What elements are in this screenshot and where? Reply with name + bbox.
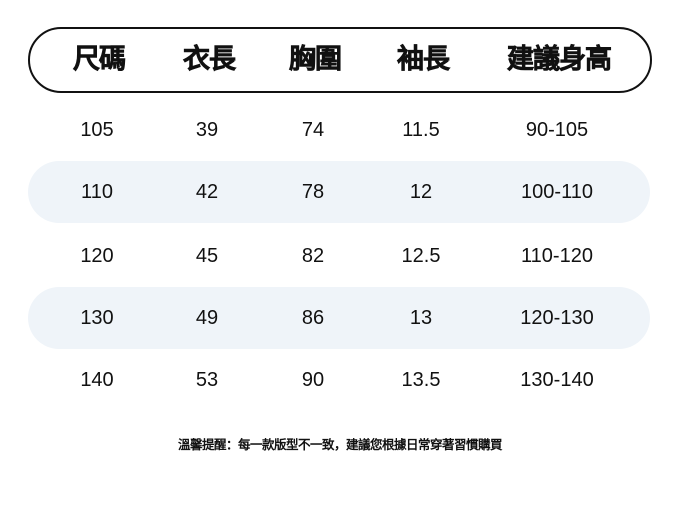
header-chest: 胸圍 <box>289 44 343 76</box>
table-cell: 78 <box>301 181 325 203</box>
table-row: 105 39 74 11.5 90-105 <box>28 99 650 161</box>
table-cell: 110 <box>81 181 113 203</box>
header-length: 衣長 <box>183 44 237 76</box>
table-cell: 110-120 <box>521 245 593 267</box>
table-row: 130 49 86 13 120-130 <box>28 287 650 349</box>
table-row: 110 42 78 12 100-110 <box>28 161 650 223</box>
table-cell: 13 <box>409 307 433 329</box>
size-table-header: 尺碼 衣長 胸圍 袖長 建議身高 <box>28 27 652 93</box>
table-cell: 105 <box>80 119 114 141</box>
table-cell: 42 <box>195 181 219 203</box>
table-cell: 12 <box>409 181 433 203</box>
table-cell: 13.5 <box>401 369 441 391</box>
size-note: 溫馨提醒：每一款版型不一致，建議您根據日常穿著習慣購買 <box>177 437 503 452</box>
table-cell: 130-140 <box>520 369 594 391</box>
table-cell: 45 <box>195 245 219 267</box>
table-cell: 11.5 <box>402 119 440 141</box>
table-cell: 120-130 <box>520 307 594 329</box>
table-cell: 86 <box>301 307 325 329</box>
header-size: 尺碼 <box>73 44 127 76</box>
header-height: 建議身高 <box>507 44 613 76</box>
table-cell: 130 <box>80 307 114 329</box>
table-cell: 82 <box>301 245 325 267</box>
table-cell: 12.5 <box>401 245 441 267</box>
header-sleeve: 袖長 <box>397 44 451 76</box>
table-cell: 90-105 <box>525 119 589 141</box>
table-row: 140 53 90 13.5 130-140 <box>28 349 650 411</box>
table-cell: 39 <box>195 119 219 141</box>
table-cell: 49 <box>195 307 219 329</box>
table-cell: 74 <box>301 119 325 141</box>
table-cell: 53 <box>195 369 219 391</box>
table-cell: 90 <box>301 369 325 391</box>
table-row: 120 45 82 12.5 110-120 <box>28 225 650 287</box>
table-cell: 120 <box>80 245 114 267</box>
table-cell: 100-110 <box>521 181 593 203</box>
table-cell: 140 <box>80 369 114 391</box>
